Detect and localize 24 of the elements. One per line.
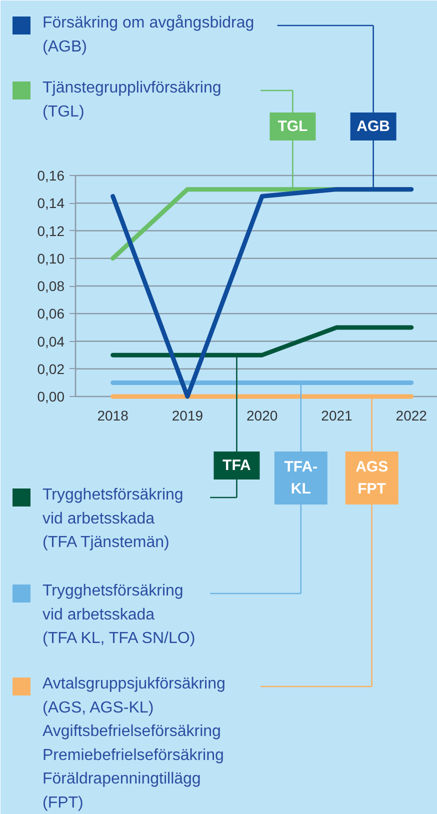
x-tick-label: 2018 xyxy=(97,408,129,424)
x-tick-label: 2022 xyxy=(396,408,428,424)
y-tick-label: 0,12 xyxy=(37,222,65,239)
legend-label: Avtalsgruppsjukförsäkring (AGS, AGS-KL) Avgiftsbefrielseförsäkring Premiebefrielseförsäkring Föräldrapenningtillägg (FPT) xyxy=(42,676,226,812)
legend-label: Tjänstegrupplivförsäkring (TGL) xyxy=(42,80,222,120)
y-tick-label: 0,06 xyxy=(37,306,65,322)
annotation: TGL xyxy=(278,118,308,135)
y-tick-label: 0,02 xyxy=(37,360,65,377)
annotation: TFA- KL xyxy=(284,458,318,498)
annotation: TFA xyxy=(222,457,252,474)
y-tick-label: 0,00 xyxy=(37,388,65,404)
x-tick-label: 2020 xyxy=(246,408,278,424)
y-tick-label: 0,10 xyxy=(37,250,65,266)
annotation: AGS FPT xyxy=(356,458,388,498)
legend-label: Trygghetsförsäkring vid arbetsskada (TFA KL, TFA SN/LO) xyxy=(42,582,196,648)
y-tick-label: 0,14 xyxy=(37,195,65,212)
y-tick-label: 0,04 xyxy=(37,333,65,350)
y-tick-label: 0,08 xyxy=(37,278,65,294)
y-tick-label: 0,16 xyxy=(37,168,65,184)
x-tick-label: 2019 xyxy=(172,408,204,424)
legend-label: Försäkring om avgångsbidrag (AGB) xyxy=(42,14,254,56)
x-tick-label: 2021 xyxy=(321,408,353,424)
legend-label: Trygghetsförsäkring vid arbetsskada (TFA Tjänstemän) xyxy=(42,486,184,552)
annotation: AGB xyxy=(356,118,390,135)
